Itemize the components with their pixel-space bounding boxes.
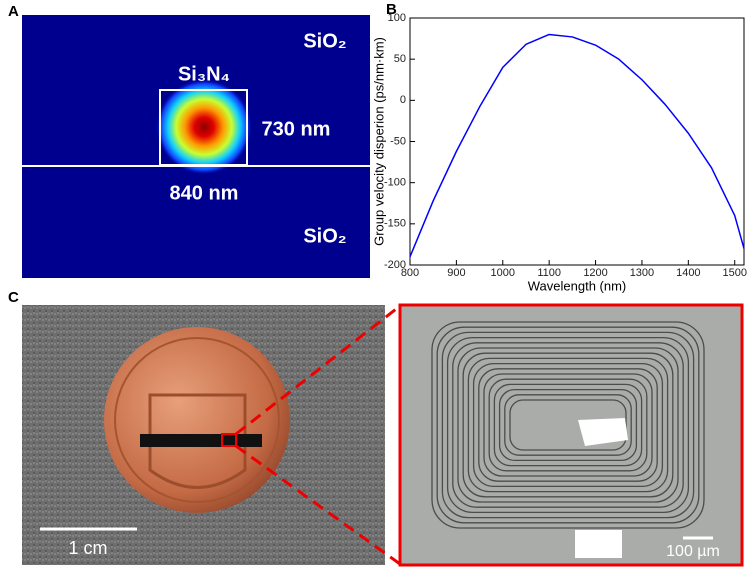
y-tick-label: -150	[384, 218, 406, 230]
waveguide-loop	[498, 388, 638, 462]
waveguide-loop	[504, 394, 632, 456]
x-tick-label: 1300	[630, 267, 654, 279]
x-axis-label: Wavelength (nm)	[528, 278, 627, 293]
waveguide-loop	[431, 321, 705, 529]
x-tick-label: 1000	[491, 267, 515, 279]
panel-label: C	[8, 289, 19, 306]
panel-label: B	[386, 1, 397, 18]
y-tick-label: 100	[388, 12, 406, 24]
cladding-label: SiO₂	[303, 225, 346, 247]
y-tick-label: 50	[394, 53, 406, 65]
width-label: 840 nm	[170, 182, 239, 204]
zoom-line	[235, 444, 401, 566]
waveguide-loop	[452, 342, 684, 508]
dispersion-chart: -200 -150 -100 -50 0 50 100 800 900 1000 1100 1200 1…	[371, 12, 747, 294]
cladding-label: SiO₂	[303, 30, 346, 52]
shield	[148, 393, 247, 489]
mode-profile	[156, 79, 252, 175]
waveguide-loop	[446, 336, 690, 514]
penny-rim	[114, 337, 280, 503]
waveguide-loop	[457, 347, 679, 503]
y-tick-label: 0	[400, 94, 406, 106]
x-tick-label: 1100	[537, 267, 561, 279]
waveguide-loop	[462, 352, 674, 498]
waveguide-loop	[472, 362, 664, 488]
penny	[104, 327, 290, 513]
grating-pad	[575, 530, 622, 558]
y-tick-label: -200	[384, 259, 406, 271]
waveguide-loop	[493, 383, 643, 467]
dispersion-curve	[409, 33, 745, 258]
panel-label: A	[8, 3, 19, 20]
waveguide-loop	[483, 373, 653, 477]
waveguide-loop	[436, 326, 700, 524]
core-label: Si₃N₄	[178, 63, 230, 85]
grating-pad	[578, 418, 628, 446]
x-tick-label: 1500	[722, 267, 746, 279]
x-tick-label: 1200	[583, 267, 607, 279]
spiral-waveguide	[431, 321, 705, 529]
x-tick-label: 900	[447, 267, 465, 279]
zoom-box	[221, 433, 237, 447]
x-tick-label: 800	[401, 267, 419, 279]
height-label: 730 nm	[262, 118, 331, 140]
x-tick-label: 1400	[676, 267, 700, 279]
waveguide-loop	[509, 399, 627, 451]
y-tick-label: -50	[390, 135, 406, 147]
waveguide-loop	[467, 357, 669, 493]
scale-label: 1 cm	[68, 538, 107, 558]
scale-label: 100 µm	[666, 543, 720, 560]
y-tick-label: -100	[384, 177, 406, 189]
waveguide-loop	[488, 378, 648, 472]
waveguide-loop	[478, 368, 658, 482]
waveguide-loop	[441, 331, 695, 519]
microscope-photo	[398, 303, 744, 567]
y-axis-label: Group velocity disperion (ps/nm·km)	[371, 37, 386, 246]
chip	[140, 434, 262, 447]
zoom-line	[235, 304, 401, 436]
